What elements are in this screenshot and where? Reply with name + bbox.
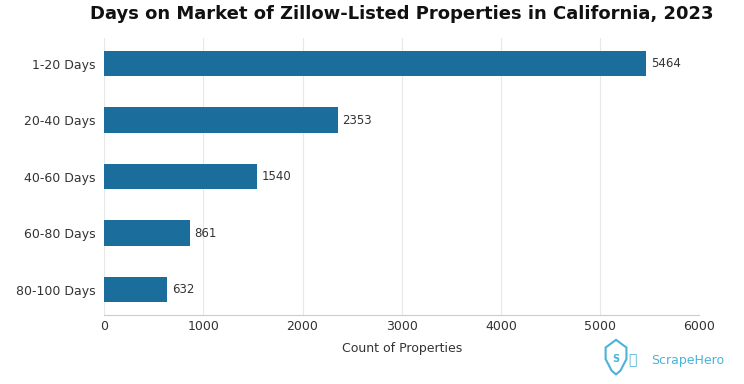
Text: 2353: 2353 <box>342 114 372 127</box>
Text: ScrapeHero: ScrapeHero <box>651 354 724 367</box>
Bar <box>104 277 167 302</box>
Title: Days on Market of Zillow-Listed Properties in California, 2023: Days on Market of Zillow-Listed Properti… <box>90 5 713 23</box>
Text: 1540: 1540 <box>262 170 292 183</box>
Bar <box>104 220 190 246</box>
Bar <box>104 164 257 189</box>
Bar <box>104 51 647 76</box>
X-axis label: Count of Properties: Count of Properties <box>341 342 462 355</box>
Text: 632: 632 <box>172 283 194 296</box>
Text: ⛨: ⛨ <box>629 353 637 367</box>
Text: 5464: 5464 <box>651 57 681 70</box>
Text: 861: 861 <box>194 227 217 240</box>
Text: S: S <box>612 354 620 364</box>
Bar <box>104 108 338 133</box>
